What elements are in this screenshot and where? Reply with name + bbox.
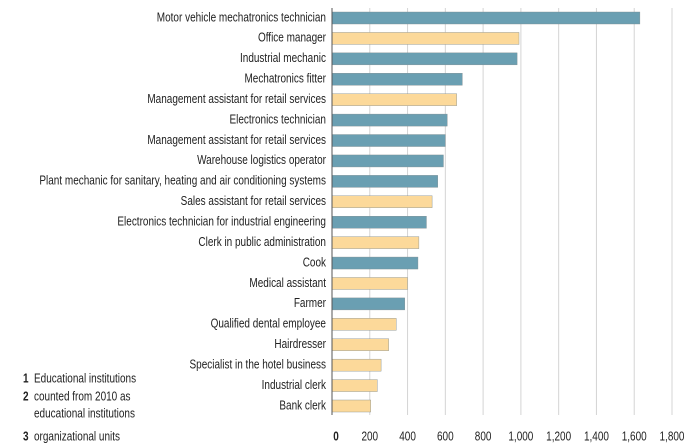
y-tick-label: Specialist in the hotel business — [190, 359, 327, 372]
bar — [331, 134, 446, 147]
y-tick-label: Industrial clerk — [262, 379, 327, 392]
y-tick-label: Warehouse logistics operator — [197, 154, 326, 167]
bar — [331, 154, 444, 168]
bar — [331, 113, 448, 127]
y-tick-label: Motor vehicle mechatronics technician — [157, 11, 326, 24]
bar — [331, 256, 419, 270]
y-tick-label: Mechatronics fitter — [244, 73, 326, 86]
y-tick-label: Plant mechanic for sanitary, heating and… — [39, 175, 326, 188]
bar — [331, 277, 408, 290]
footnote-text: counted from 2010 as — [34, 390, 131, 403]
footnote-text: educational institutions — [34, 407, 135, 420]
y-tick-label: Bank clerk — [279, 399, 326, 412]
y-tick-label: Office manager — [258, 32, 326, 45]
x-tick-label: 1,800 — [660, 430, 685, 443]
x-tick-label: 1,200 — [546, 430, 571, 443]
bar — [331, 338, 389, 351]
bar — [331, 318, 397, 331]
x-tick-label: 600 — [437, 430, 454, 443]
bar — [331, 52, 518, 66]
x-tick-label: 200 — [361, 430, 378, 443]
x-tick-label: 1,600 — [622, 430, 647, 443]
footnote-text: Educational institutions — [34, 372, 136, 385]
bar — [331, 358, 382, 372]
y-tick-label: Electronics technician — [229, 113, 326, 126]
x-tick-label: 800 — [475, 430, 492, 443]
bar — [331, 93, 457, 106]
x-tick-label: 0 — [333, 430, 339, 443]
y-tick-label: Medical assistant — [249, 277, 326, 290]
bar — [331, 32, 520, 45]
condensed-text: 0 200 400 600 800 1,000 1,200 1,400 1,600 1,800 Mo… — [23, 11, 684, 443]
x-tick-label: 400 — [399, 430, 416, 443]
x-tick-label: 1,000 — [508, 430, 533, 443]
x-tick-label: 1,400 — [584, 430, 609, 443]
bar — [331, 175, 438, 188]
y-tick-label: Industrial mechanic — [240, 52, 326, 65]
footnote-number: 2 — [23, 390, 29, 403]
bar — [331, 236, 420, 249]
footnote-text: organizational units — [34, 430, 120, 443]
y-tick-label: Management assistant for retail services — [147, 93, 326, 106]
y-tick-label: Sales assistant for retail services — [181, 195, 327, 208]
y-tick-label: Clerk in public administration — [198, 236, 326, 249]
y-tick-label: Electronics technician for industrial en… — [117, 216, 326, 229]
bar — [331, 216, 427, 229]
bar — [331, 73, 463, 86]
y-tick-label: Hairdresser — [274, 338, 326, 351]
bar — [331, 11, 641, 25]
y-tick-label: Cook — [303, 256, 327, 269]
y-tick-label: Qualified dental employee — [211, 318, 326, 331]
y-tick-label: Management assistant for retail services — [147, 134, 326, 147]
bar — [331, 195, 433, 208]
bar — [331, 379, 378, 392]
y-tick-label: Farmer — [294, 297, 326, 310]
footnote-number: 3 — [23, 430, 29, 443]
bar — [331, 297, 405, 311]
footnote-number: 1 — [23, 372, 29, 385]
bar — [331, 399, 371, 413]
